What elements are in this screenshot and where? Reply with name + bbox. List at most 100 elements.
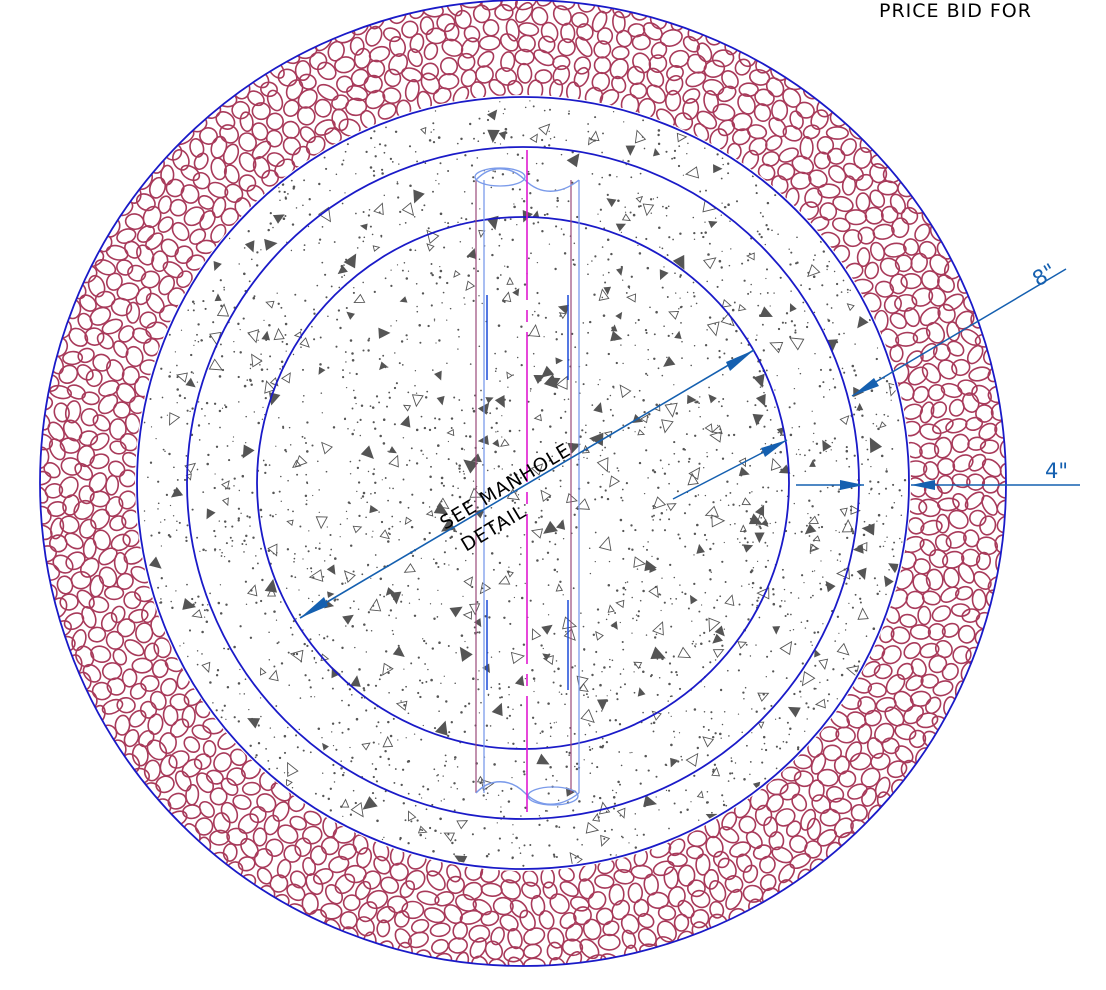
concrete-dot — [755, 338, 758, 341]
concrete-aggregate — [476, 775, 486, 783]
concrete-dot — [255, 754, 258, 757]
stone-mark — [873, 663, 893, 680]
stone-mark — [68, 327, 89, 347]
concrete-dot — [488, 110, 490, 112]
concrete-dot — [275, 445, 277, 447]
concrete-dot — [730, 757, 733, 759]
stone-mark — [799, 201, 820, 221]
concrete-dot — [627, 334, 630, 337]
concrete-dot — [318, 242, 320, 244]
concrete-dot — [678, 687, 682, 690]
concrete-dot — [487, 853, 490, 856]
concrete-dot — [672, 730, 675, 733]
stone-mark — [608, 883, 625, 906]
concrete-dot — [523, 533, 526, 536]
concrete-dot — [451, 513, 454, 515]
concrete-dot — [673, 736, 676, 738]
concrete-dot — [432, 122, 435, 125]
concrete-dot — [845, 446, 848, 449]
stone-mark — [494, 3, 514, 21]
concrete-dot — [813, 631, 816, 634]
concrete-dot — [758, 616, 761, 619]
concrete-dot — [718, 349, 721, 353]
concrete-aggregate — [856, 567, 867, 581]
concrete-dot — [341, 276, 343, 278]
concrete-dot — [185, 539, 188, 543]
concrete-dot — [766, 291, 769, 294]
concrete-dot — [471, 585, 474, 589]
concrete-dot — [351, 352, 354, 355]
stone-mark — [771, 99, 789, 122]
concrete-dot — [432, 190, 434, 193]
stone-mark — [909, 624, 931, 640]
concrete-dot — [457, 328, 460, 331]
concrete-dot — [445, 700, 448, 703]
concrete-aggregate — [556, 375, 568, 390]
concrete-dot — [809, 516, 812, 519]
concrete-dot — [393, 386, 397, 390]
concrete-aggregate — [542, 655, 554, 666]
concrete-dot — [634, 322, 637, 324]
concrete-dot — [464, 705, 467, 708]
concrete-dot — [890, 506, 894, 509]
stone-mark — [122, 529, 141, 548]
stone-mark — [571, 11, 589, 28]
concrete-dot — [686, 291, 689, 293]
concrete-dot — [513, 596, 516, 599]
stone-mark — [131, 743, 149, 767]
concrete-dot — [604, 489, 607, 492]
stone-mark — [928, 548, 949, 569]
concrete-dot — [458, 495, 462, 499]
concrete-dot — [240, 512, 242, 515]
concrete-dot — [582, 383, 585, 386]
stone-mark — [426, 870, 446, 891]
concrete-dot — [264, 396, 267, 400]
concrete-dot — [711, 811, 713, 814]
stone-mark — [690, 889, 711, 909]
stone-mark — [666, 65, 684, 82]
concrete-dot — [696, 400, 699, 404]
stone-mark — [446, 875, 465, 895]
stone-mark — [999, 462, 1006, 481]
concrete-aggregate — [530, 528, 544, 539]
concrete-dot — [786, 721, 789, 724]
concrete-dot — [497, 532, 500, 535]
concrete-dot — [587, 263, 589, 266]
concrete-dot — [439, 269, 443, 273]
concrete-dot — [807, 512, 809, 515]
concrete-dot — [287, 479, 289, 482]
concrete-dot — [283, 772, 286, 774]
concrete-aggregate — [643, 794, 658, 807]
concrete-dot — [750, 569, 754, 572]
concrete-aggregate — [378, 327, 391, 339]
concrete-dot — [507, 686, 510, 689]
concrete-dot — [801, 662, 804, 665]
concrete-dot — [365, 150, 368, 154]
stone-mark — [951, 358, 971, 377]
concrete-dot — [521, 198, 523, 200]
concrete-dot — [877, 480, 880, 484]
concrete-aggregate — [708, 617, 721, 633]
concrete-dot — [747, 292, 750, 295]
concrete-dot — [616, 467, 619, 469]
stone-mark — [277, 824, 299, 844]
concrete-dot — [408, 145, 412, 148]
concrete-dot — [782, 434, 784, 437]
concrete-aggregate — [308, 569, 324, 582]
concrete-aggregate — [770, 457, 782, 471]
stone-mark — [145, 292, 165, 314]
concrete-dot — [767, 559, 769, 562]
concrete-dot — [477, 140, 480, 143]
concrete-dot — [785, 677, 788, 680]
concrete-dot — [455, 651, 457, 654]
concrete-dot — [160, 416, 163, 419]
concrete-dot — [531, 428, 535, 431]
concrete-dot — [498, 651, 501, 653]
concrete-dot — [511, 499, 514, 502]
stone-mark — [140, 270, 161, 289]
concrete-dot — [341, 731, 344, 734]
concrete-aggregate — [392, 645, 405, 657]
concrete-dot — [845, 457, 848, 460]
concrete-dot — [705, 801, 709, 804]
concrete-dot — [478, 670, 480, 672]
